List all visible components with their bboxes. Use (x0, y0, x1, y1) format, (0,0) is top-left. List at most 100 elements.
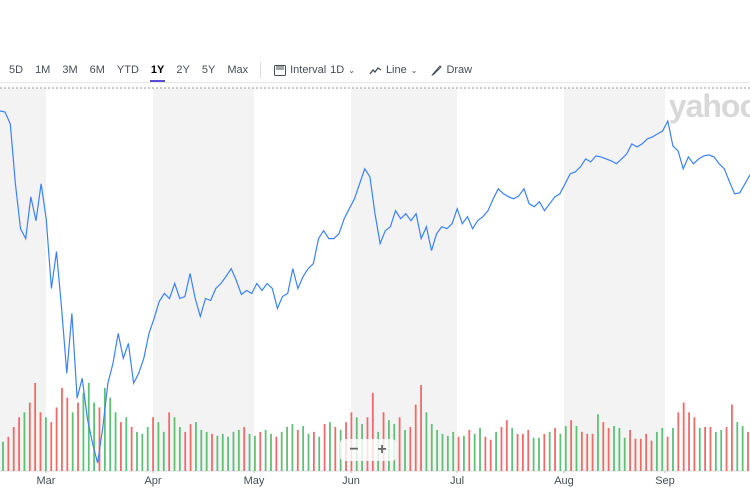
volume-bar (55, 407, 58, 471)
range-5d[interactable]: 5D (9, 64, 24, 76)
range-3m[interactable]: 3M (62, 64, 78, 76)
volume-bar (409, 427, 412, 471)
volume-bar (136, 431, 138, 471)
volume-bar (146, 427, 149, 471)
volume-bar (248, 433, 251, 471)
interval-label: Interval (290, 64, 327, 76)
volume-bar (286, 427, 288, 471)
volume-bar (731, 404, 733, 471)
volume-bar (720, 429, 723, 471)
volume-bar (162, 431, 165, 471)
volume-bar (61, 387, 63, 471)
volume-bar (34, 383, 37, 471)
volume-bar (645, 433, 648, 471)
volume-bar (275, 436, 278, 471)
volume-bar (666, 436, 669, 471)
volume-bar (489, 439, 492, 471)
volume-bar (420, 384, 422, 471)
volume-bar (152, 417, 154, 471)
volume-bar (18, 417, 20, 471)
volume-bar (71, 412, 74, 471)
volume-bar (50, 422, 53, 471)
volume-bar (227, 436, 230, 471)
volume-bar (500, 427, 503, 471)
volume-bar (371, 392, 374, 471)
volume-bar (302, 426, 305, 471)
volume-bar (82, 392, 85, 471)
volume-bar (237, 429, 240, 471)
volume-bar (446, 435, 449, 471)
volume-bar (591, 433, 594, 471)
range-6m[interactable]: 6M (89, 64, 105, 76)
volume-bar (527, 429, 530, 471)
volume-bar (639, 438, 642, 471)
volume-bar (677, 412, 680, 471)
volume-bar (484, 436, 487, 471)
toolbar-divider (260, 62, 262, 78)
month-label: Apr (144, 475, 162, 487)
volume-bar (264, 429, 267, 471)
chart-toolbar: 5D 1M 3M 6M YTD 1Y 2Y 5Y Max Interval 1D… (0, 58, 750, 83)
chevron-down-icon: ⌄ (410, 65, 418, 75)
volume-bar (650, 440, 653, 471)
zoom-controls: − + (340, 439, 396, 461)
volume-bar (532, 437, 535, 471)
volume-bar (516, 433, 519, 471)
volume-bar (12, 427, 15, 471)
volume-bar (280, 431, 283, 471)
chart-type-dropdown[interactable]: Line ⌄ (362, 64, 425, 76)
volume-bar (714, 431, 717, 471)
interval-dropdown[interactable]: Interval 1D ⌄ (267, 64, 362, 76)
volume-bar (430, 424, 433, 471)
volume-bar (586, 433, 589, 471)
volume-bar (623, 437, 626, 471)
range-ytd[interactable]: YTD (116, 64, 139, 76)
volume-bar (698, 427, 701, 471)
volume-bar (704, 427, 707, 471)
range-2y[interactable]: 2Y (176, 64, 190, 76)
volume-bar (607, 427, 610, 471)
range-5y[interactable]: 5Y (201, 64, 216, 76)
volume-bar (120, 422, 122, 471)
month-label: Aug (554, 475, 574, 487)
volume-bar (7, 436, 10, 471)
volume-bar (404, 429, 406, 471)
zoom-out-button[interactable]: − (349, 441, 359, 458)
volume-bar (184, 431, 187, 471)
volume-bar (168, 412, 171, 471)
volume-bar (173, 417, 176, 471)
volume-bar (296, 429, 299, 471)
volume-bar (329, 422, 331, 471)
draw-button[interactable]: Draw (424, 64, 479, 76)
month-band (351, 88, 457, 471)
volume-bar (425, 412, 428, 471)
range-1y[interactable]: 1Y (145, 58, 170, 82)
volume-bar (570, 420, 573, 471)
volume-bar (254, 435, 256, 471)
chevron-down-icon: ⌄ (348, 65, 355, 75)
price-chart[interactable] (0, 83, 750, 473)
volume-bar (564, 426, 567, 471)
volume-bar (473, 433, 476, 471)
volume-bar (178, 427, 181, 471)
zoom-in-button[interactable]: + (377, 441, 387, 458)
volume-bar (232, 431, 235, 471)
volume-bar (291, 424, 294, 471)
volume-bar (216, 435, 219, 471)
volume-bar (23, 412, 26, 471)
volume-bar (2, 441, 4, 471)
pencil-icon (431, 64, 443, 76)
volume-bar (441, 433, 444, 471)
volume-bar (468, 429, 471, 471)
volume-bar (270, 433, 272, 471)
volume-bar (157, 422, 160, 471)
volume-bar (602, 422, 605, 471)
range-1m[interactable]: 1M (35, 64, 51, 76)
volume-bar (130, 427, 133, 471)
volume-bar (634, 438, 637, 471)
volume-bar (114, 412, 117, 471)
range-max[interactable]: Max (227, 64, 249, 76)
volume-bar (141, 433, 144, 471)
volume-bar (613, 426, 615, 471)
volume-bar (554, 427, 556, 471)
